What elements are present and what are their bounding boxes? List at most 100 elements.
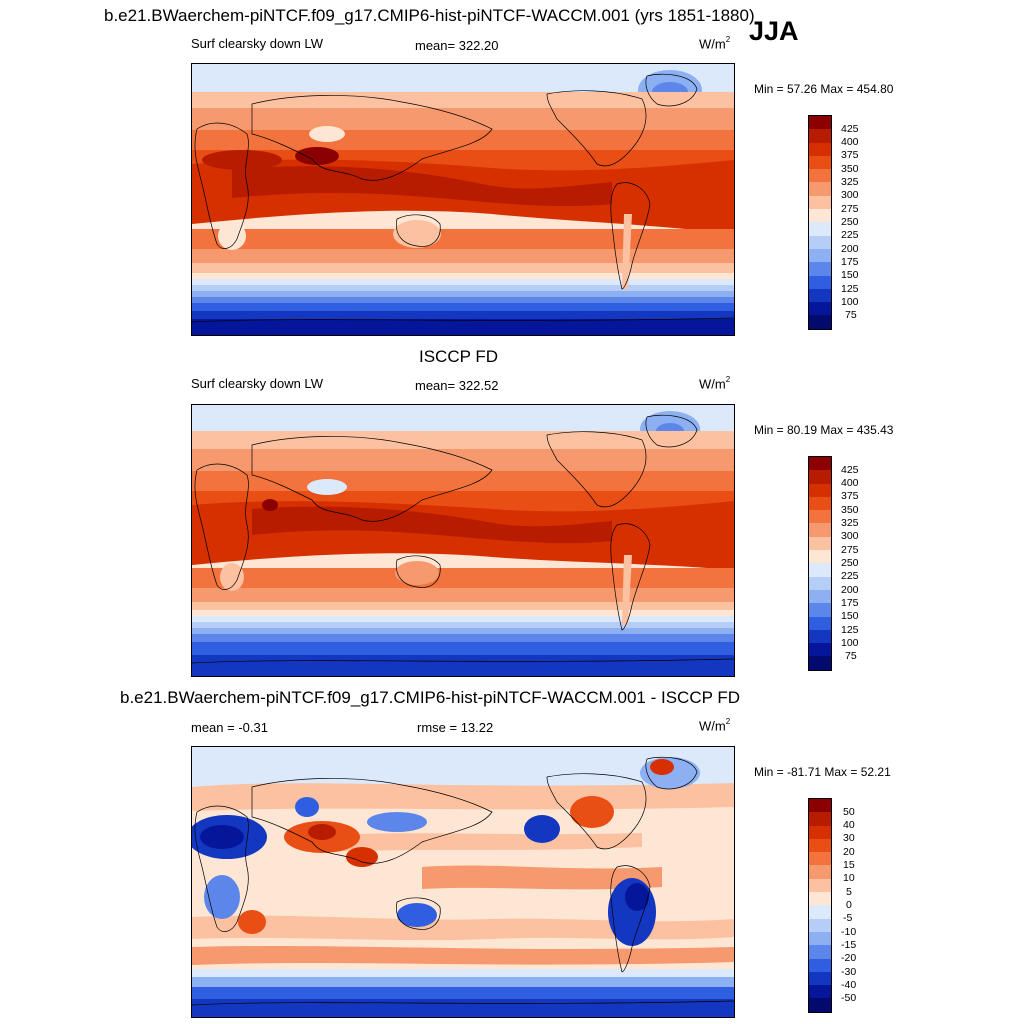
season-label: JJA [749,16,799,46]
colorbar-swatch [809,799,831,813]
colorbar-swatch [809,235,831,249]
colorbar-tick-label: -50 [841,992,857,1004]
panel-units-label: W/m2 [699,35,731,52]
colorbar-swatch [809,589,831,604]
colorbar-tick-label: 125 [841,283,859,295]
colorbar-swatch [809,656,831,670]
units-text: W/m [699,718,726,734]
colorbar-swatch [809,302,831,316]
panel-mean-label: mean= 322.20 [415,38,499,53]
colorbar-tick-label: 5 [846,886,852,898]
colorbar-diff [808,798,832,1013]
map-obs [191,404,735,677]
colorbar-swatch [809,275,831,289]
panel-variable-label: Surf clearsky down LW [191,36,323,51]
colorbar-swatch [809,812,831,826]
colorbar-swatch [809,905,831,919]
colorbar-tick-label: 350 [841,504,859,516]
colorbar-swatch [809,510,831,524]
colorbar-tick-label: 400 [841,136,859,148]
colorbar-tick-label: 15 [843,859,855,871]
panel-minmax-label: Min = 80.19 Max = 435.43 [754,423,894,437]
colorbar-tick-label: 375 [841,490,859,502]
colorbar-swatch [809,603,831,617]
colorbar-tick-label: 400 [841,477,859,489]
colorbar-swatch [809,129,831,143]
colorbar-swatch [809,195,831,210]
colorbar-swatch [809,142,831,156]
colorbar-swatch [809,825,831,839]
colorbar-tick-label: 275 [841,544,859,556]
colorbar-model [808,115,832,330]
colorbar-swatch [809,209,831,223]
colorbar-tick-label: 100 [841,296,859,308]
colorbar-swatch [809,892,831,906]
colorbar-tick-label: 250 [841,557,859,569]
colorbar-tick-label: 150 [841,269,859,281]
colorbar-tick-label: 75 [845,309,857,321]
colorbar-tick-label: 225 [841,570,859,582]
units-superscript: 2 [725,375,731,384]
units-text: W/m [699,36,726,52]
colorbar-tick-label: -5 [843,912,853,924]
colorbar-tick-label: -30 [841,966,857,978]
colorbar-tick-label: 75 [845,650,857,662]
colorbar-swatch [809,878,831,893]
colorbar-swatch [809,958,831,972]
colorbar-tick-label: 325 [841,176,859,188]
colorbar-swatch [809,852,831,866]
map-diff [191,746,735,1018]
colorbar-tick-label: 275 [841,203,859,215]
colorbar-tick-label: 100 [841,637,859,649]
colorbar-tick-label: 40 [843,819,855,831]
panel-title: ISCCP FD [419,347,499,366]
colorbar-swatch [809,838,831,853]
colorbar-tick-label: 20 [843,846,855,858]
units-text: W/m [699,376,726,392]
colorbar-tick-label: 350 [841,163,859,175]
colorbar-tick-label: 150 [841,610,859,622]
colorbar-swatch [809,248,831,263]
colorbar-swatch [809,643,831,657]
colorbar-swatch [809,865,831,879]
colorbar-tick-label: 325 [841,517,859,529]
colorbar-swatch [809,222,831,236]
panel-title: b.e21.BWaerchem-piNTCF.f09_g17.CMIP6-his… [120,688,741,707]
colorbar-tick-label: 125 [841,624,859,636]
colorbar-swatch [809,998,831,1012]
colorbar-obs [808,456,832,671]
map-diff-field [192,747,734,1017]
colorbar-swatch [809,155,831,170]
units-superscript: 2 [725,35,731,44]
panel-rmse-label: rmse = 13.22 [417,720,494,735]
colorbar-tick-label: 375 [841,149,859,161]
colorbar-swatch [809,262,831,276]
colorbar-tick-label: -15 [841,939,857,951]
colorbar-swatch [809,496,831,511]
colorbar-swatch [809,945,831,959]
colorbar-tick-label: 0 [846,899,852,911]
colorbar-swatch [809,576,831,590]
colorbar-tick-label: 300 [841,189,859,201]
colorbar-swatch [809,985,831,999]
colorbar-tick-label: -10 [841,926,857,938]
colorbar-swatch [809,629,831,644]
colorbar-tick-label: 50 [843,806,855,818]
colorbar-swatch [809,169,831,183]
colorbar-swatch [809,182,831,196]
map-model [191,63,735,336]
colorbar-swatch [809,470,831,484]
units-superscript: 2 [725,717,731,726]
map-model-field [192,64,734,335]
colorbar-swatch [809,483,831,497]
colorbar-tick-label: 30 [843,832,855,844]
colorbar-tick-label: 200 [841,584,859,596]
colorbar-tick-label: -20 [841,952,857,964]
colorbar-tick-label: -40 [841,979,857,991]
colorbar-swatch [809,457,831,471]
colorbar-tick-label: 425 [841,464,859,476]
colorbar-swatch [809,931,831,946]
panel-units-label: W/m2 [699,375,731,392]
colorbar-swatch [809,918,831,932]
colorbar-swatch [809,563,831,577]
